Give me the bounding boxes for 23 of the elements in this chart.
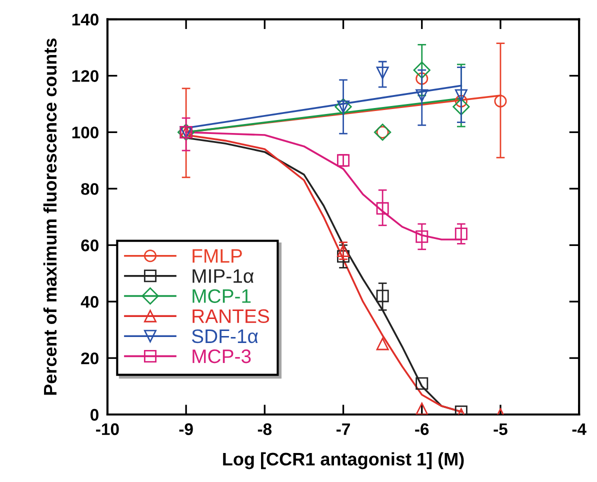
legend-label: MCP-3	[192, 349, 251, 364]
x-tick-label: -6	[415, 423, 429, 436]
x-axis-title: Log [CCR1 antagonist 1] (M)	[223, 452, 464, 470]
y-axis-title: Percent of maximum fluorescence counts	[43, 38, 57, 395]
legend-label: RANTES	[192, 309, 270, 324]
x-tick-label: -7	[336, 423, 350, 435]
y-tick-label: 40	[80, 296, 98, 308]
legend-label: FMLP	[192, 249, 242, 263]
legend-label: SDF-1α	[192, 329, 258, 344]
x-tick-label: -9	[179, 423, 193, 436]
y-tick-label: 140	[72, 14, 98, 26]
x-tick-label: -10	[96, 423, 119, 436]
x-tick-label: -8	[258, 423, 272, 436]
y-tick-label: 0	[90, 408, 98, 421]
legend-label: MCP-1	[192, 289, 251, 303]
x-tick-label: -4	[572, 423, 586, 435]
y-tick-label: 120	[72, 70, 98, 82]
y-tick-label: 100	[72, 126, 98, 138]
x-tick-label: -5	[494, 423, 508, 436]
y-tick-label: 20	[81, 352, 98, 364]
y-tick-label: 80	[81, 183, 98, 195]
y-tick-label: 60	[81, 240, 98, 252]
legend-label: MIP-1α	[192, 269, 254, 283]
